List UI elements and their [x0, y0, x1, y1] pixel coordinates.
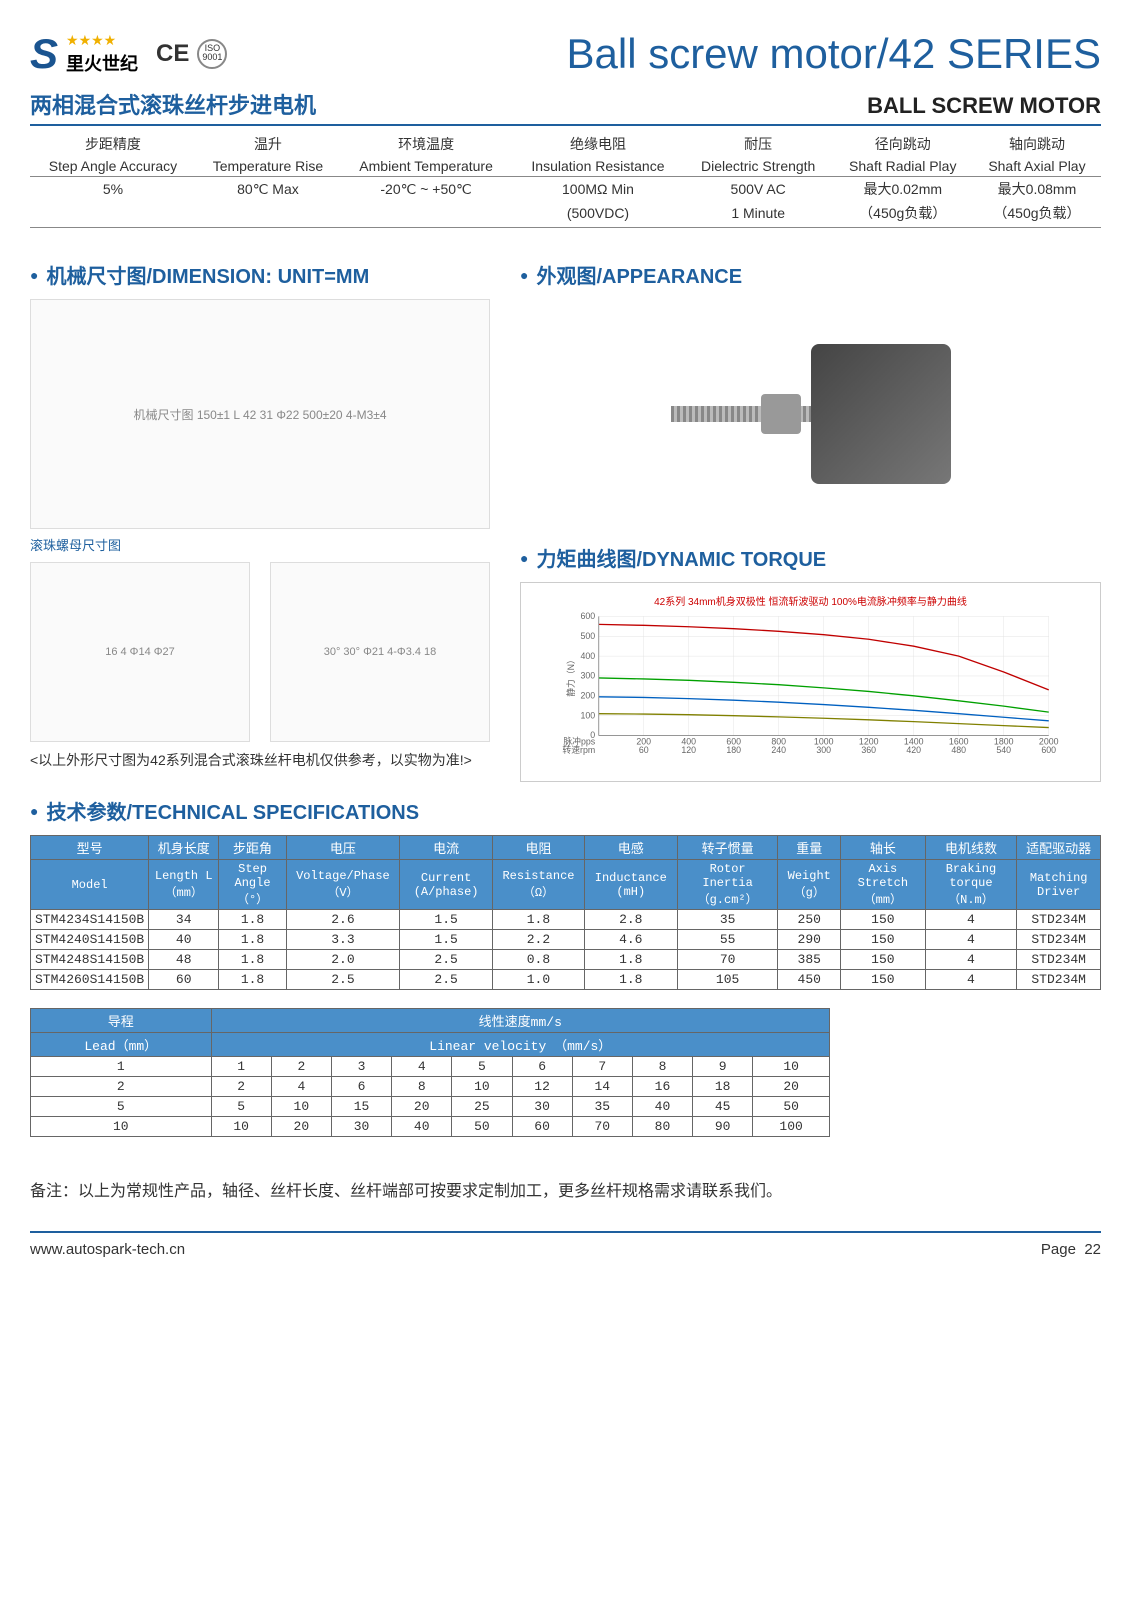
- table-header-cell: 电流: [399, 836, 492, 860]
- table-header-cell: Step Angle（°）: [219, 860, 287, 910]
- footnote: 备注：以上为常规性产品，轴径、丝杆长度、丝杆端部可按要求定制加工，更多丝杆规格需…: [30, 1177, 1101, 1201]
- general-specs-table: 步距精度温升环境温度绝缘电阻耐压径向跳动轴向跳动 Step Angle Accu…: [30, 132, 1101, 225]
- motor-ball-nut: [761, 394, 801, 434]
- table-header-cell: 电阻: [493, 836, 585, 860]
- footer-url: www.autospark-tech.cn: [30, 1241, 185, 1258]
- section-specs: 技术参数/TECHNICAL SPECIFICATIONS: [30, 796, 1101, 825]
- table-header-cell: Axis Stretch（mm）: [841, 860, 925, 910]
- chart-title: 42系列 34mm机身双极性 恒流斩波驱动 100%电流脉冲频率与静力曲线: [526, 593, 1095, 608]
- table-header-row: ModelLength L（mm）Step Angle（°）Voltage/Ph…: [31, 860, 1101, 910]
- logo-block: S ★★★★ 里火世纪 CE ISO 9001: [30, 30, 227, 78]
- table-header-cell: 电感: [584, 836, 677, 860]
- table-row: 10102030405060708090100: [31, 1117, 830, 1137]
- appearance-photo: [520, 299, 1101, 529]
- svg-text:400: 400: [580, 651, 595, 661]
- motor-body: [811, 344, 951, 484]
- table-header-row: Lead（mm）Linear velocity （mm/s）: [31, 1033, 830, 1057]
- svg-text:600: 600: [1041, 745, 1056, 755]
- svg-text:60: 60: [639, 745, 649, 755]
- ce-badge: CE: [156, 40, 189, 68]
- svg-text:240: 240: [771, 745, 786, 755]
- table-header-cell: 适配驱动器: [1017, 836, 1101, 860]
- lead-header-en: Lead（mm）: [31, 1033, 212, 1057]
- torque-chart: 42系列 34mm机身双极性 恒流斩波驱动 100%电流脉冲频率与静力曲线 01…: [520, 582, 1101, 782]
- table-header-cell: Voltage/Phase（V）: [286, 860, 399, 910]
- dimension-drawing: 机械尺寸图 150±1 L 42 31 Φ22 500±20 4-M3±4: [30, 299, 490, 529]
- section-appearance: 外观图/APPEARANCE: [520, 260, 1101, 289]
- velocity-header-cn: 线性速度mm/s: [211, 1009, 829, 1033]
- svg-text:转速rpm: 转速rpm: [562, 744, 595, 755]
- table-row: STM4240S14150B401.83.31.52.24.6552901504…: [31, 930, 1101, 950]
- table-row: 55101520253035404550: [31, 1097, 830, 1117]
- velocity-header-en: Linear velocity （mm/s）: [211, 1033, 829, 1057]
- table-row: Step Angle AccuracyTemperature RiseAmbie…: [30, 156, 1101, 177]
- table-header-cell: Resistance（Ω）: [493, 860, 585, 910]
- table-header-cell: 电压: [286, 836, 399, 860]
- table-header-cell: 转子惯量: [677, 836, 778, 860]
- table-header-cell: Matching Driver: [1017, 860, 1101, 910]
- table-header-cell: 型号: [31, 836, 149, 860]
- footer-page: Page 22: [1041, 1241, 1101, 1258]
- svg-text:180: 180: [726, 745, 741, 755]
- subtitle-en: BALL SCREW MOTOR: [867, 93, 1101, 119]
- table-row: 22468101214161820: [31, 1077, 830, 1097]
- lead-velocity-table: 导程线性速度mm/s Lead（mm）Linear velocity （mm/s…: [30, 1008, 830, 1137]
- torque-chart-svg: 0100200300400500600200604001206001808002…: [526, 612, 1095, 762]
- svg-text:静力（N）: 静力（N）: [565, 655, 576, 697]
- table-header-cell: 步距角: [219, 836, 287, 860]
- table-header-cell: Braking torque（N.m）: [925, 860, 1017, 910]
- section-torque: 力矩曲线图/DYNAMIC TORQUE: [520, 543, 1101, 572]
- table-header-row: 导程线性速度mm/s: [31, 1009, 830, 1033]
- table-row: STM4260S14150B601.82.52.51.01.8105450150…: [31, 970, 1101, 990]
- svg-text:420: 420: [906, 745, 921, 755]
- table-row: 步距精度温升环境温度绝缘电阻耐压径向跳动轴向跳动: [30, 132, 1101, 156]
- table-row: STM4234S14150B341.82.61.51.82.8352501504…: [31, 910, 1101, 930]
- table-header-cell: Weight（g）: [778, 860, 841, 910]
- nut-drawing-side: 16 4 Φ14 Φ27: [30, 562, 250, 742]
- table-header-cell: Model: [31, 860, 149, 910]
- svg-text:300: 300: [580, 671, 595, 681]
- nut-caption: 滚珠螺母尺寸图: [30, 535, 490, 554]
- table-header-cell: 机身长度: [149, 836, 219, 860]
- table-row: 112345678910: [31, 1057, 830, 1077]
- subtitle-cn: 两相混合式滚珠丝杆步进电机: [30, 88, 316, 120]
- logo-text: 里火世纪: [66, 54, 138, 74]
- table-row: STM4248S14150B481.82.02.50.81.8703851504…: [31, 950, 1101, 970]
- logo-letter: S: [30, 30, 58, 78]
- technical-specs-table: 型号机身长度步距角电压电流电阻电感转子惯量重量轴长电机线数适配驱动器 Model…: [30, 835, 1101, 990]
- dimension-disclaimer: <以上外形尺寸图为42系列混合式滚珠丝杆电机仅供参考，以实物为准!>: [30, 750, 490, 770]
- iso-badge: ISO 9001: [197, 39, 227, 69]
- svg-text:540: 540: [996, 745, 1011, 755]
- svg-text:300: 300: [816, 745, 831, 755]
- section-dimension: 机械尺寸图/DIMENSION: UNIT=MM: [30, 260, 490, 289]
- page-title: Ball screw motor/42 SERIES: [566, 30, 1101, 78]
- table-header-row: 型号机身长度步距角电压电流电阻电感转子惯量重量轴长电机线数适配驱动器: [31, 836, 1101, 860]
- svg-text:600: 600: [580, 612, 595, 621]
- table-header-cell: 轴长: [841, 836, 925, 860]
- table-row: (500VDC)1 Minute（450g负载）（450g负载）: [30, 201, 1101, 225]
- table-header-cell: Current (A/phase): [399, 860, 492, 910]
- svg-text:480: 480: [951, 745, 966, 755]
- svg-text:200: 200: [580, 690, 595, 700]
- svg-text:500: 500: [580, 631, 595, 641]
- logo-stars: ★★★★: [66, 32, 116, 48]
- table-header-cell: 重量: [778, 836, 841, 860]
- table-header-cell: Rotor Inertia（g.cm²）: [677, 860, 778, 910]
- table-header-cell: 电机线数: [925, 836, 1017, 860]
- table-row: 5%80℃ Max-20℃ ~ +50℃100MΩ Min500V AC最大0.…: [30, 177, 1101, 202]
- svg-text:100: 100: [580, 710, 595, 720]
- table-header-cell: Length L（mm）: [149, 860, 219, 910]
- svg-text:120: 120: [681, 745, 696, 755]
- nut-drawing-front: 30° 30° Φ21 4-Φ3.4 18: [270, 562, 490, 742]
- table-header-cell: Inductance (mH): [584, 860, 677, 910]
- lead-header-cn: 导程: [31, 1009, 212, 1033]
- svg-text:360: 360: [861, 745, 876, 755]
